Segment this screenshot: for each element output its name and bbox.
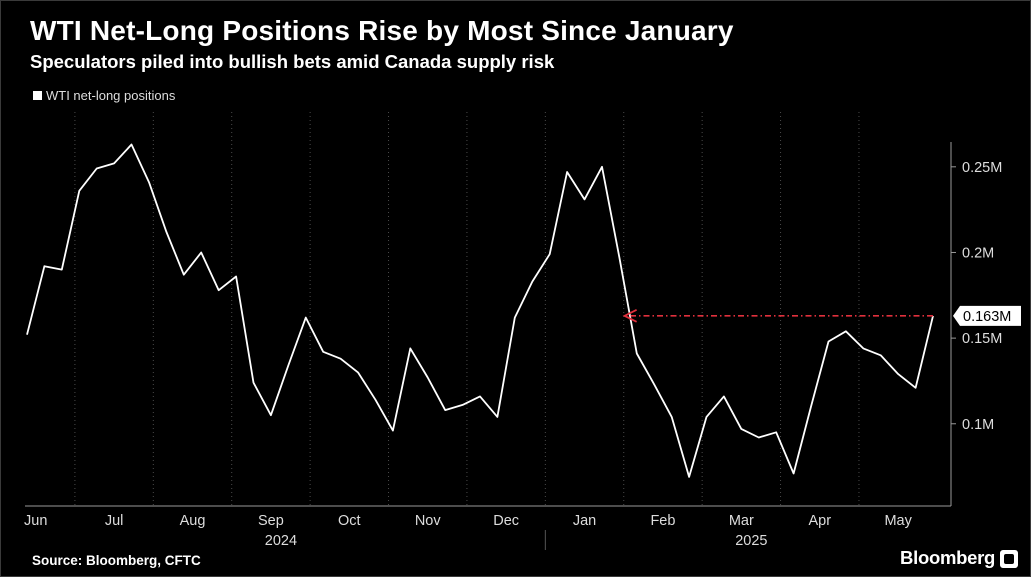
brand-logo-text: Bloomberg — [900, 547, 995, 568]
x-tick-label: Nov — [415, 513, 442, 529]
x-tick-label: Mar — [729, 513, 754, 529]
x-tick-label: Sep — [258, 513, 284, 529]
y-tick-label: 0.1M — [962, 417, 994, 433]
source-note: Source: Bloomberg, CFTC — [32, 553, 201, 568]
x-tick-label: Aug — [180, 513, 206, 529]
year-label: 2024 — [265, 533, 297, 549]
year-label: 2025 — [735, 533, 767, 549]
legend-label: WTI net-long positions — [46, 88, 176, 103]
series — [26, 143, 934, 478]
x-tick-label: Jun — [24, 513, 47, 529]
series-line-wti-net-long — [26, 143, 934, 478]
grid-lines — [74, 112, 860, 506]
y-tick-label: 0.2M — [962, 245, 994, 261]
x-tick-label: Feb — [650, 513, 675, 529]
last-value-callout-box — [953, 305, 1021, 326]
annotations: 0.163M — [622, 305, 1021, 326]
x-tick-label: Apr — [808, 513, 831, 529]
chart-subtitle: Speculators piled into bullish bets amid… — [30, 51, 555, 72]
x-tick-label: Dec — [493, 513, 519, 529]
chart-title: WTI Net-Long Positions Rise by Most Sinc… — [30, 15, 734, 46]
y-tick-label: 0.15M — [962, 331, 1002, 347]
tick-labels: 0.1M 0.15M 0.2M 0.25M Jun Jul Aug Sep Oct Nov Dec J… — [24, 160, 1002, 549]
legend: WTI net-long positions — [33, 88, 175, 103]
legend-swatch — [33, 91, 42, 100]
axes — [25, 142, 956, 550]
y-tick-label: 0.25M — [962, 160, 1002, 176]
x-tick-label: Jan — [573, 513, 596, 529]
x-tick-label: Oct — [338, 513, 361, 529]
annotation-arrowhead — [622, 309, 638, 323]
brand-mark-icon — [1000, 550, 1018, 568]
x-tick-label: May — [884, 513, 912, 529]
x-tick-label: Jul — [105, 513, 124, 529]
last-value-label: 0.163M — [963, 309, 1011, 325]
